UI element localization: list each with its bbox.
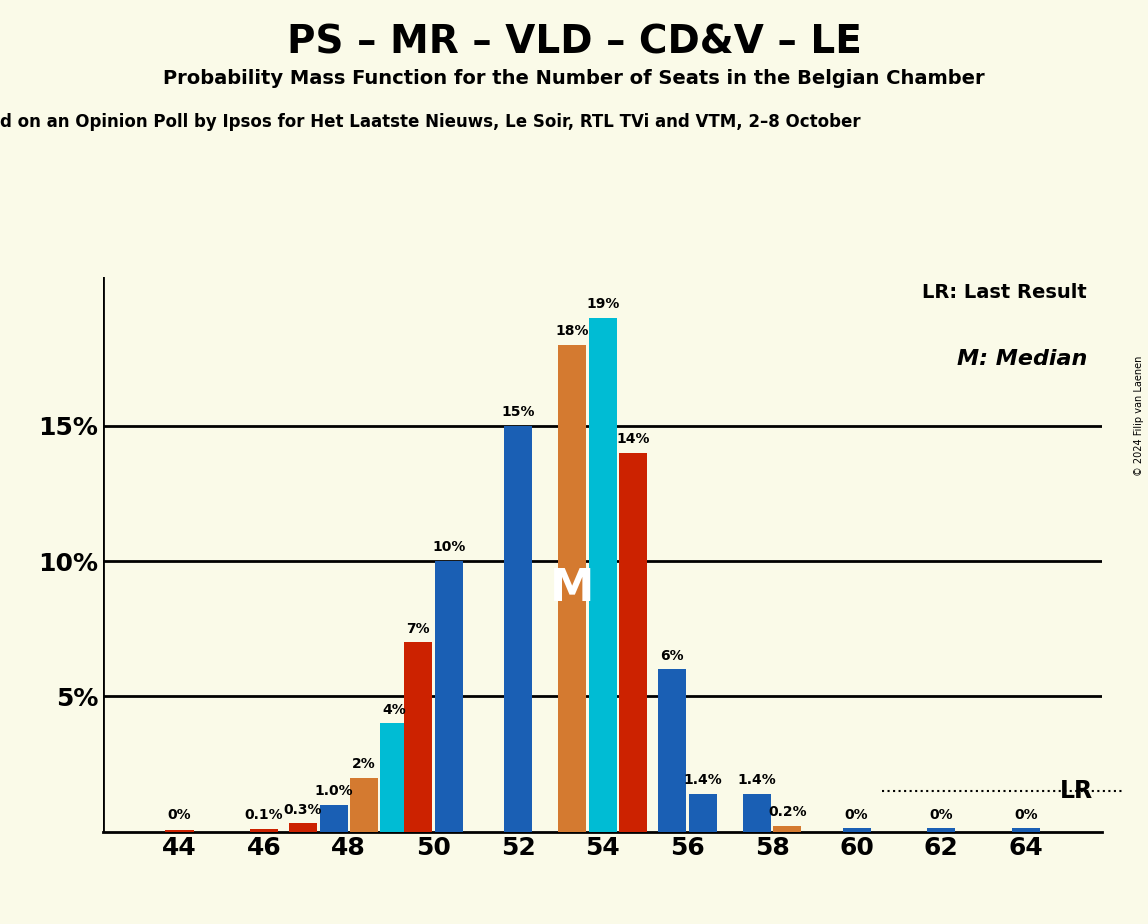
Bar — [689, 794, 716, 832]
Text: PS – MR – VLD – CD&V – LE: PS – MR – VLD – CD&V – LE — [287, 23, 861, 61]
Bar — [350, 777, 378, 832]
Text: 14%: 14% — [616, 432, 650, 446]
Text: 0%: 0% — [1014, 808, 1038, 821]
Text: Probability Mass Function for the Number of Seats in the Belgian Chamber: Probability Mass Function for the Number… — [163, 69, 985, 89]
Text: 2%: 2% — [352, 757, 375, 771]
Text: 0.2%: 0.2% — [768, 806, 807, 820]
Bar — [928, 828, 955, 832]
Text: d on an Opinion Poll by Ipsos for Het Laatste Nieuws, Le Soir, RTL TVi and VTM, : d on an Opinion Poll by Ipsos for Het La… — [0, 113, 861, 130]
Text: 19%: 19% — [585, 297, 620, 311]
Bar — [404, 642, 432, 832]
Text: M: M — [550, 566, 595, 610]
Text: 0%: 0% — [168, 808, 192, 821]
Text: 0%: 0% — [930, 808, 953, 821]
Bar — [1011, 828, 1040, 832]
Bar — [165, 831, 194, 832]
Bar — [380, 723, 409, 832]
Bar — [289, 823, 317, 832]
Bar — [435, 561, 463, 832]
Bar — [319, 805, 348, 832]
Bar — [843, 828, 870, 832]
Text: M: Median: M: Median — [956, 349, 1087, 370]
Bar — [619, 453, 647, 832]
Text: 7%: 7% — [406, 622, 430, 636]
Bar — [504, 426, 532, 832]
Bar — [743, 794, 770, 832]
Text: LR: LR — [1060, 779, 1093, 803]
Bar — [250, 829, 278, 832]
Text: 10%: 10% — [432, 541, 465, 554]
Text: © 2024 Filip van Laenen: © 2024 Filip van Laenen — [1134, 356, 1143, 476]
Text: 4%: 4% — [382, 702, 406, 717]
Text: 1.4%: 1.4% — [737, 773, 776, 787]
Text: LR: Last Result: LR: Last Result — [922, 283, 1087, 302]
Text: 0%: 0% — [845, 808, 868, 821]
Text: 1.0%: 1.0% — [315, 784, 352, 797]
Bar — [558, 345, 587, 832]
Text: 18%: 18% — [556, 324, 589, 338]
Text: 15%: 15% — [502, 406, 535, 419]
Bar — [774, 826, 801, 832]
Bar — [658, 669, 687, 832]
Text: 0.1%: 0.1% — [245, 808, 284, 821]
Text: 1.4%: 1.4% — [683, 773, 722, 787]
Text: 6%: 6% — [660, 649, 684, 663]
Bar — [589, 318, 616, 832]
Text: 0.3%: 0.3% — [284, 803, 323, 817]
